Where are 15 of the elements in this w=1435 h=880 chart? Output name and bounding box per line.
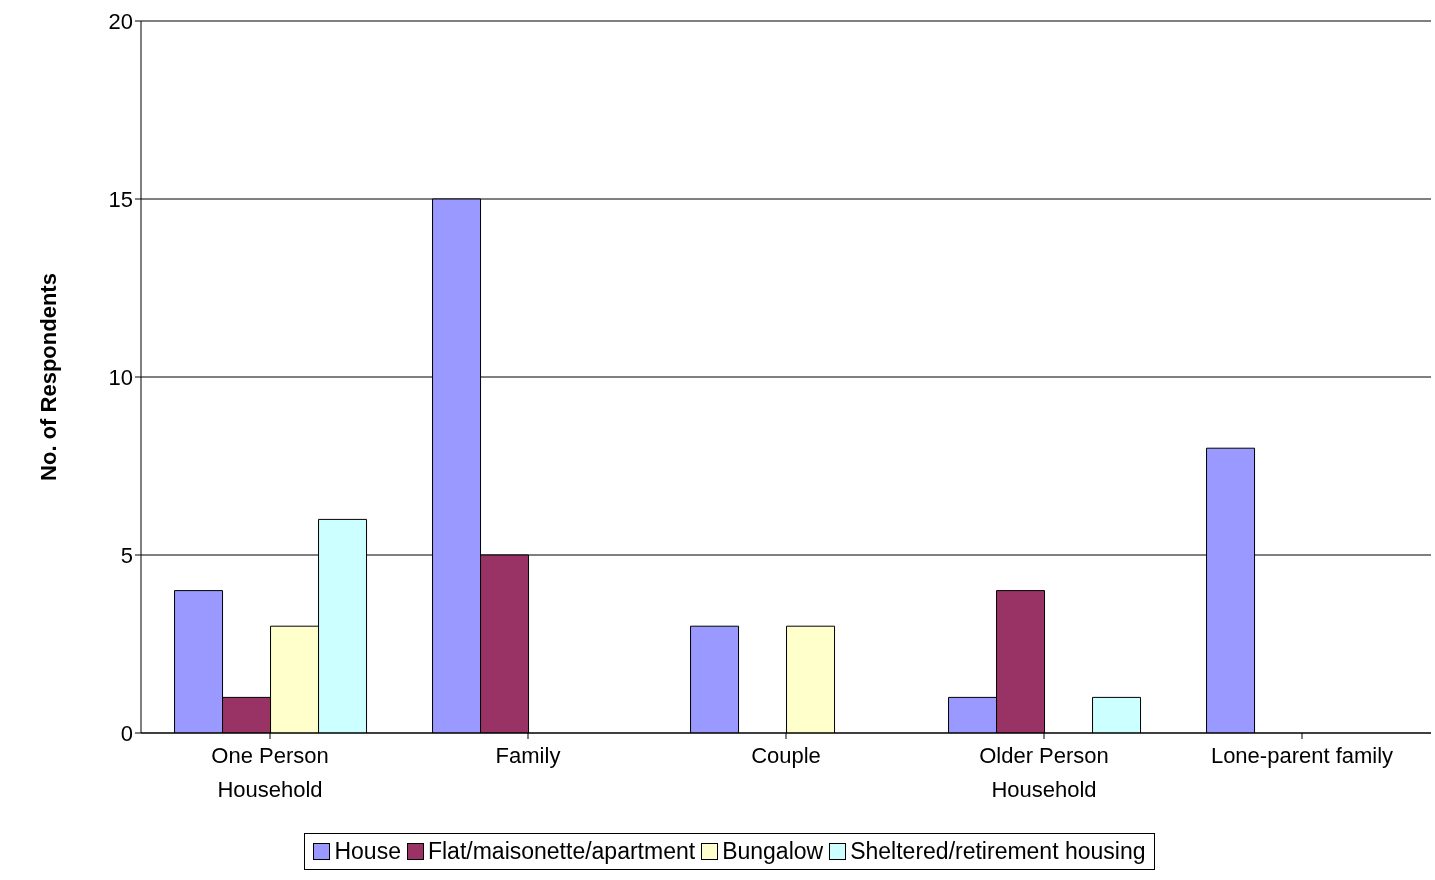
x-tick-label: Family bbox=[495, 743, 561, 768]
x-tick-label: Lone-parent family bbox=[1210, 743, 1394, 768]
x-tick-label: One Person Household bbox=[211, 743, 329, 802]
legend-label: House bbox=[333, 838, 401, 865]
legend-label: Bungalow bbox=[721, 838, 824, 865]
y-tick-label: 10 bbox=[108, 364, 133, 390]
x-tick-label: Couple bbox=[751, 743, 821, 768]
legend-label: Flat/maisonette/apartment bbox=[426, 838, 696, 865]
y-tick-label: 5 bbox=[120, 542, 133, 568]
x-tick-label: Older Person Household bbox=[979, 743, 1109, 802]
y-tick-label: 0 bbox=[120, 720, 133, 746]
y-tick-label: 15 bbox=[108, 186, 133, 212]
legend-label: Sheltered/retirement housing bbox=[849, 838, 1146, 865]
y-tick-label: 20 bbox=[108, 8, 133, 34]
y-axis-title: No. of Respondents bbox=[35, 273, 61, 481]
